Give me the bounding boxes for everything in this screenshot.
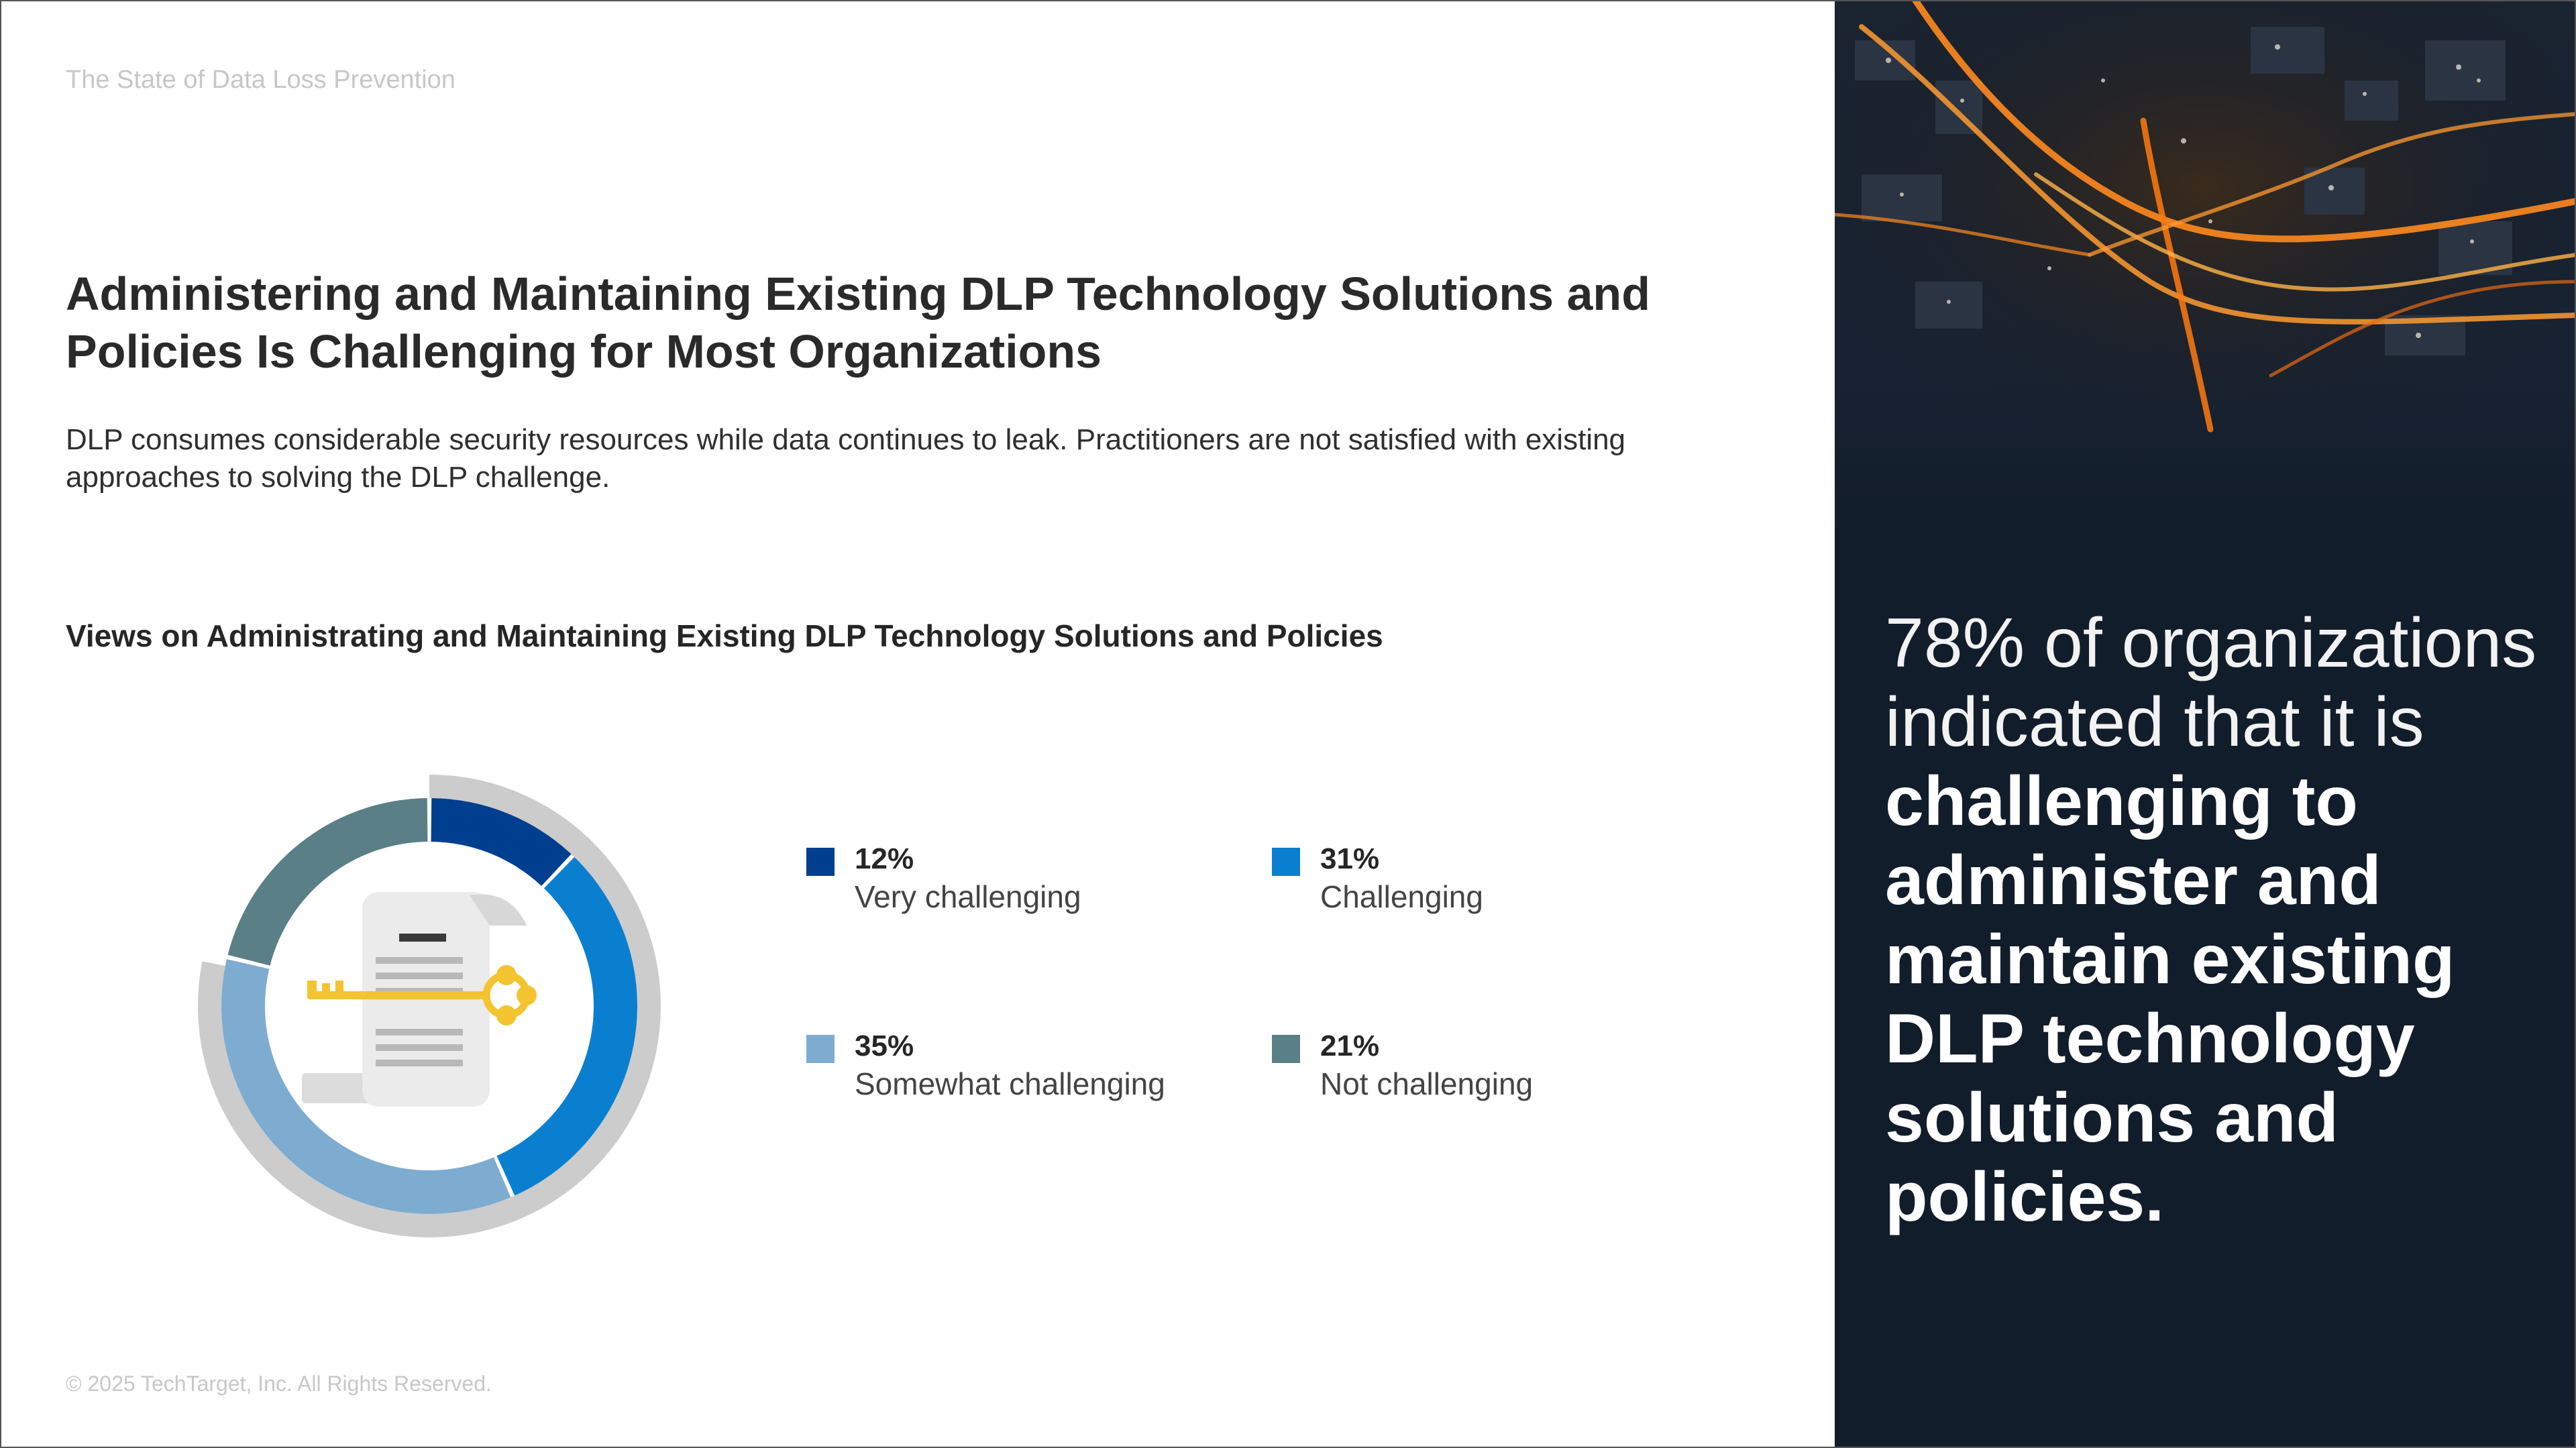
legend-swatch bbox=[806, 1035, 835, 1063]
donut-slice-very-challenging bbox=[431, 798, 572, 886]
donut-slice-somewhat-challenging bbox=[221, 959, 511, 1214]
callout-statement: 78% of organizations indicated that it i… bbox=[1885, 604, 2556, 1237]
content-panel: The State of Data Loss Prevention Admini… bbox=[66, 66, 1650, 1396]
key-shaft bbox=[307, 991, 488, 999]
city-night-highway-photo bbox=[1835, 0, 2576, 537]
sidebar-panel: 78% of organizations indicated that it i… bbox=[1835, 0, 2576, 1448]
doc-line bbox=[376, 1029, 463, 1036]
highway-lights bbox=[1835, 0, 2576, 433]
legend-label: Very challenging bbox=[855, 879, 1081, 914]
key-tooth bbox=[307, 981, 317, 993]
key-tooth bbox=[335, 981, 343, 993]
scroll-curl bbox=[470, 894, 527, 926]
donut-slice-not-challenging bbox=[227, 798, 428, 966]
doc-line bbox=[376, 957, 463, 964]
intro-paragraph: DLP consumes considerable security resou… bbox=[66, 423, 1626, 494]
legend-value: 21% bbox=[1320, 1029, 1380, 1062]
legend-swatch bbox=[1272, 848, 1300, 876]
legend-label: Challenging bbox=[1320, 879, 1483, 914]
legend-value: 35% bbox=[855, 1029, 914, 1062]
document-key-icon bbox=[302, 892, 537, 1107]
key-bow-lobe bbox=[496, 965, 517, 985]
legend-value: 12% bbox=[855, 842, 914, 875]
key-tooth bbox=[322, 983, 330, 993]
running-header: The State of Data Loss Prevention bbox=[66, 66, 455, 94]
donut-chart bbox=[197, 775, 661, 1237]
legend-label: Not challenging bbox=[1320, 1066, 1534, 1101]
key-bow-lobe bbox=[496, 1005, 517, 1025]
legend-value: 31% bbox=[1320, 842, 1380, 875]
key-bow-lobe bbox=[517, 985, 537, 1005]
copyright-notice: © 2025 TechTarget, Inc. All Rights Reser… bbox=[66, 1372, 492, 1396]
legend-swatch bbox=[1272, 1035, 1300, 1063]
doc-line bbox=[376, 972, 463, 979]
donut-slice-challenging bbox=[496, 856, 637, 1196]
light-dots bbox=[1886, 44, 2481, 338]
chart-title: Views on Administrating and Maintaining … bbox=[66, 618, 1383, 653]
doc-line bbox=[376, 1060, 463, 1066]
legend-swatch bbox=[806, 848, 835, 876]
callout-bold-text: challenging to administer and maintain e… bbox=[1885, 763, 2455, 1236]
legend-label: Somewhat challenging bbox=[855, 1066, 1165, 1101]
doc-line-heading bbox=[399, 934, 446, 942]
key-bow-hole bbox=[496, 985, 517, 1005]
page-title: Administering and Maintaining Existing D… bbox=[66, 268, 1650, 378]
callout-light-text: 78% of organizations indicated that it i… bbox=[1885, 604, 2537, 761]
doc-line bbox=[376, 1044, 463, 1051]
donut-slices bbox=[221, 798, 637, 1214]
